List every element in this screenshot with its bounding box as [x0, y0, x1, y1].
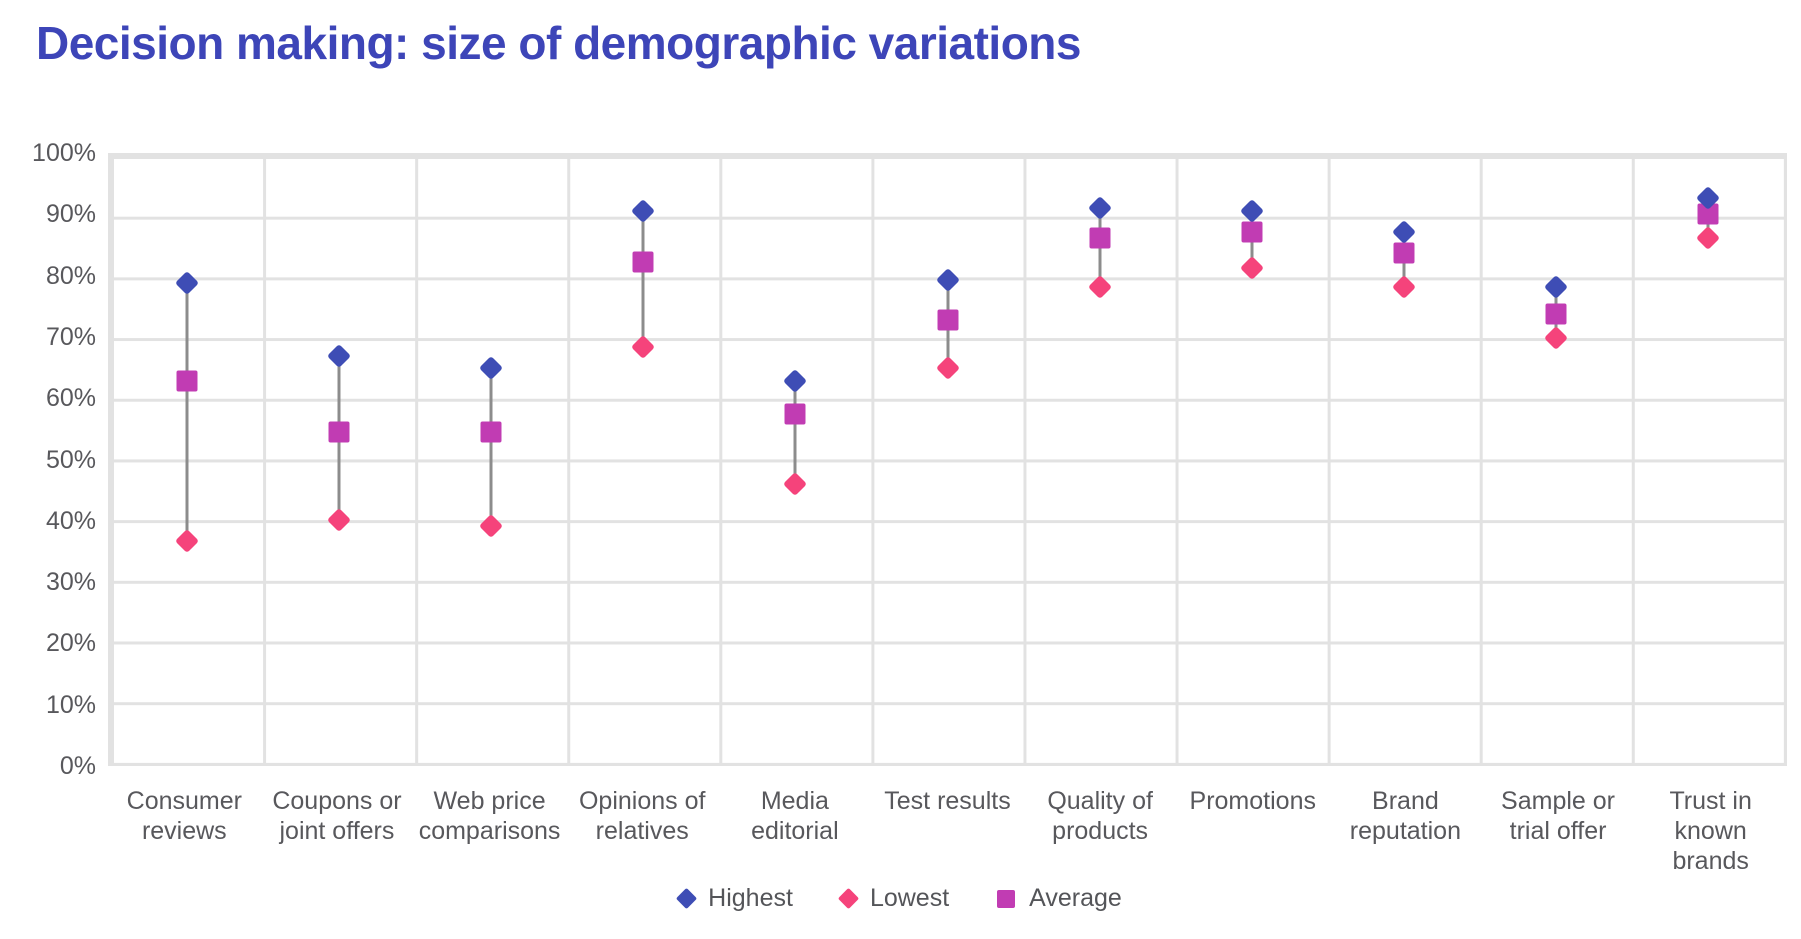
y-tick-label-60: 60% [45, 384, 96, 413]
marker-lowest-web-price-comparisons [479, 514, 504, 539]
marker-average-web-price-comparisons [480, 421, 502, 443]
x-tick-label-line: brands [1672, 847, 1749, 875]
y-tick-label-0: 0% [59, 752, 96, 780]
x-tick-label-line: editorial [751, 817, 839, 845]
lowest-diamond-icon [837, 887, 860, 910]
marker-average-media-editorial [784, 403, 806, 425]
x-tick-label-quality-of-products: Quality of products [1015, 786, 1185, 846]
marker-average-consumer-reviews [176, 370, 198, 392]
y-tick-label-100: 100% [32, 139, 96, 167]
marker-lowest-opinions-of-relatives [631, 335, 656, 360]
x-tick-label-line: comparisons [418, 817, 561, 845]
chart-title: Decision making: size of demographic var… [36, 17, 1082, 69]
x-tick-label-line: reviews [141, 817, 227, 845]
x-tick-label-test-results: Test results [863, 786, 1033, 816]
legend-label-average: Average [1029, 884, 1122, 912]
x-tick-label-consumer-reviews: Consumer reviews [99, 786, 269, 846]
x-tick-label-line: products [1052, 817, 1149, 845]
marker-highest-consumer-reviews [175, 271, 200, 296]
y-tick-label-30: 30% [45, 568, 96, 597]
range-line-web-price-comparisons [489, 368, 493, 527]
legend-label-highest: Highest [708, 884, 793, 912]
x-tick-label-trust-in-known-brands: Trust in known brands [1626, 786, 1796, 876]
x-tick-label-line: known [1674, 817, 1747, 845]
marker-average-trust-in-known-brands [1697, 203, 1719, 225]
x-tick-label-line: Opinions of [578, 787, 706, 815]
x-tick-label-line: Brand [1372, 787, 1439, 815]
x-tick-label-coupons-or-joint-offers: Coupons or joint offers [252, 786, 422, 846]
average-square-icon [997, 889, 1016, 908]
x-tick-label-line: trial offer [1509, 817, 1607, 845]
x-tick-label-line: Consumer [126, 787, 242, 815]
x-tick-label-line: Media [760, 787, 829, 815]
marker-highest-opinions-of-relatives [631, 198, 656, 223]
marker-average-test-results [937, 309, 958, 331]
legend-item-lowest: Lowest [837, 884, 950, 913]
marker-lowest-sample-or-trial-offer [1543, 326, 1568, 351]
x-tick-label-brand-reputation: Brand reputation [1320, 786, 1490, 846]
legend-item-average: Average [997, 884, 1122, 913]
range-line-media-editorial [793, 380, 797, 484]
marker-highest-brand-reputation [1391, 219, 1416, 244]
range-line-consumer-reviews [185, 283, 189, 542]
legend-label-lowest: Lowest [869, 884, 950, 912]
range-line-opinions-of-relatives [641, 210, 645, 348]
legend: Highest Lowest Average [0, 884, 1801, 913]
marker-highest-media-editorial [783, 368, 808, 393]
x-tick-label-line: Sample or [1501, 787, 1615, 815]
marker-lowest-brand-reputation [1391, 274, 1416, 299]
marker-average-sample-or-trial-offer [1545, 303, 1567, 325]
y-tick-label-90: 90% [45, 200, 96, 229]
x-tick-label-line: Web price [433, 787, 546, 815]
marker-lowest-test-results [935, 356, 960, 381]
x-tick-label-line: Coupons or [272, 787, 402, 815]
y-tick-label-50: 50% [45, 445, 96, 474]
marker-highest-web-price-comparisons [479, 356, 504, 381]
marker-highest-sample-or-trial-offer [1543, 274, 1568, 299]
x-tick-label-media-editorial: Media editorial [710, 786, 880, 846]
marker-average-quality-of-products [1089, 227, 1111, 249]
marker-lowest-coupons-or-joint-offers [327, 508, 352, 533]
x-tick-label-line: Quality of [1047, 787, 1153, 815]
highest-diamond-icon [676, 887, 698, 910]
marker-average-brand-reputation [1393, 242, 1415, 264]
marker-average-coupons-or-joint-offers [328, 421, 350, 443]
marker-highest-coupons-or-joint-offers [327, 344, 352, 369]
y-axis: 0% 10% 20% 30% 40% 50% 60% 70% 80% 90% 100% [0, 140, 96, 779]
x-tick-label-line: Trust in [1669, 787, 1752, 815]
y-tick-label-40: 40% [45, 506, 96, 535]
x-tick-label-line: joint offers [279, 817, 395, 845]
marker-highest-test-results [935, 268, 960, 293]
x-tick-label-line: relatives [595, 817, 689, 845]
legend-item-highest: Highest [676, 884, 793, 913]
marker-highest-promotions [1239, 198, 1264, 223]
marker-lowest-media-editorial [783, 471, 808, 496]
marker-average-opinions-of-relatives [632, 251, 654, 273]
x-tick-label-line: Promotions [1189, 787, 1316, 815]
marker-lowest-quality-of-products [1087, 274, 1112, 299]
x-tick-label-opinions-of-relatives: Opinions of relatives [557, 786, 727, 846]
marker-average-promotions [1241, 221, 1263, 243]
x-tick-label-line: reputation [1349, 817, 1461, 845]
x-tick-label-web-price-comparisons: Web price comparisons [405, 786, 575, 846]
plot-area [108, 153, 1787, 766]
x-tick-label-sample-or-trial-offer: Sample or trial offer [1473, 786, 1643, 846]
marker-highest-quality-of-products [1087, 195, 1112, 220]
x-tick-label-line: Test results [884, 787, 1011, 815]
y-tick-label-70: 70% [45, 322, 96, 351]
y-tick-label-80: 80% [45, 261, 96, 290]
x-axis: Consumer reviews Coupons or joint offers Web… [108, 786, 1787, 886]
x-tick-label-promotions: Promotions [1168, 786, 1338, 816]
marker-lowest-consumer-reviews [175, 529, 200, 554]
y-tick-label-10: 10% [45, 690, 96, 719]
marker-lowest-promotions [1239, 256, 1264, 281]
marker-lowest-trust-in-known-brands [1695, 225, 1720, 250]
y-tick-label-20: 20% [45, 629, 96, 658]
